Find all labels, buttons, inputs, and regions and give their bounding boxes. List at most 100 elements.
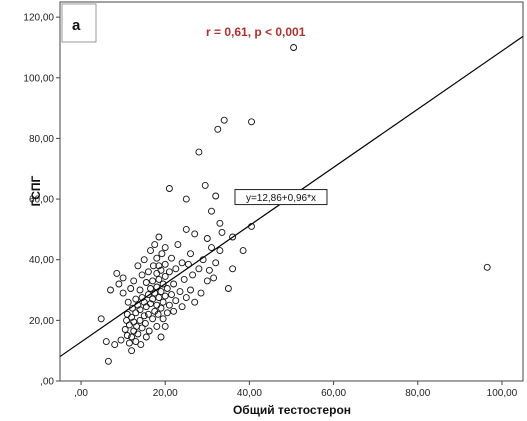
data-point bbox=[163, 309, 171, 317]
data-point bbox=[176, 288, 184, 296]
correlation-annotation: r = 0,61, p < 0,001 bbox=[206, 25, 306, 39]
data-point bbox=[97, 315, 105, 323]
data-point bbox=[147, 285, 154, 292]
data-point bbox=[189, 271, 197, 279]
x-tick-label: 40,00 bbox=[237, 388, 262, 399]
data-point bbox=[191, 230, 199, 238]
data-point bbox=[208, 207, 215, 215]
data-point bbox=[113, 269, 121, 277]
data-point bbox=[191, 298, 199, 306]
data-point bbox=[128, 347, 136, 355]
y-tick-label: 20,00 bbox=[29, 316, 54, 327]
data-point bbox=[141, 319, 149, 327]
data-point bbox=[136, 286, 144, 294]
data-point bbox=[170, 280, 178, 288]
data-point bbox=[212, 259, 220, 267]
data-point bbox=[208, 244, 215, 252]
data-point bbox=[138, 324, 146, 332]
plot-area bbox=[59, 1, 524, 382]
data-point bbox=[201, 181, 209, 189]
data-point bbox=[205, 266, 213, 274]
data-point bbox=[168, 254, 175, 262]
data-point bbox=[159, 298, 167, 306]
y-axis-title: ГСПГ bbox=[29, 175, 43, 206]
data-point bbox=[107, 286, 114, 294]
data-point bbox=[195, 265, 203, 273]
y-tick-label: ,00 bbox=[40, 377, 54, 388]
regression-equation-label: y=12,86+0,96*x bbox=[246, 193, 316, 204]
data-point bbox=[136, 306, 144, 314]
data-point bbox=[117, 336, 125, 344]
x-axis-ticks: ,00 20,00 40,00 60,00 80,00 100,00 bbox=[74, 381, 518, 399]
data-point bbox=[149, 315, 157, 323]
data-point bbox=[155, 233, 163, 241]
data-point bbox=[229, 233, 237, 241]
data-point bbox=[248, 118, 255, 126]
data-point bbox=[104, 357, 112, 365]
data-point bbox=[165, 301, 173, 309]
data-point bbox=[197, 289, 205, 297]
x-tick-label: 80,00 bbox=[405, 388, 430, 399]
data-point bbox=[125, 339, 133, 347]
data-point bbox=[132, 338, 140, 346]
data-point bbox=[149, 295, 157, 303]
data-point bbox=[134, 262, 142, 270]
data-point bbox=[216, 219, 224, 227]
data-point bbox=[123, 332, 131, 339]
data-point bbox=[144, 268, 152, 276]
data-point bbox=[165, 185, 173, 192]
data-point bbox=[115, 280, 123, 288]
data-point bbox=[214, 125, 222, 133]
y-tick-label: 100,00 bbox=[23, 73, 54, 84]
data-point bbox=[151, 241, 159, 249]
data-point bbox=[182, 225, 190, 233]
data-point bbox=[161, 244, 169, 252]
data-point bbox=[203, 277, 211, 285]
data-point bbox=[159, 315, 167, 323]
data-point bbox=[161, 292, 169, 300]
data-point bbox=[159, 280, 167, 288]
data-point bbox=[239, 247, 247, 255]
data-point bbox=[157, 266, 165, 274]
data-point bbox=[178, 303, 186, 311]
data-point bbox=[178, 259, 186, 267]
regression-equation-box bbox=[234, 189, 328, 206]
data-point bbox=[140, 298, 148, 306]
y-tick-label: 60,00 bbox=[29, 195, 54, 206]
data-point bbox=[144, 310, 152, 318]
data-point bbox=[203, 235, 211, 242]
data-point bbox=[124, 298, 132, 306]
data-point bbox=[157, 304, 165, 312]
data-point bbox=[128, 333, 136, 341]
data-point bbox=[172, 265, 180, 273]
data-point bbox=[483, 263, 491, 271]
data-point bbox=[142, 333, 150, 341]
data-point bbox=[132, 295, 140, 303]
data-point bbox=[137, 341, 145, 349]
data-point bbox=[128, 313, 136, 321]
data-point bbox=[155, 294, 163, 302]
data-point bbox=[147, 300, 154, 308]
data-point bbox=[172, 297, 180, 305]
data-point bbox=[168, 291, 175, 299]
data-point bbox=[174, 241, 182, 249]
data-point bbox=[136, 316, 144, 324]
data-point bbox=[155, 262, 163, 270]
panel-label: а bbox=[72, 17, 81, 34]
data-point bbox=[210, 274, 218, 282]
data-point bbox=[145, 327, 153, 335]
data-point bbox=[119, 274, 127, 282]
data-point bbox=[218, 228, 226, 236]
data-point bbox=[161, 322, 169, 330]
y-tick-label: 80,00 bbox=[29, 134, 54, 145]
data-point bbox=[149, 277, 157, 285]
data-point bbox=[182, 195, 190, 203]
data-point bbox=[229, 265, 237, 273]
data-point bbox=[111, 341, 119, 349]
data-point bbox=[147, 247, 154, 255]
y-tick-label: 120,00 bbox=[23, 13, 54, 24]
data-point bbox=[144, 291, 152, 299]
data-point bbox=[153, 254, 161, 262]
data-point bbox=[158, 250, 166, 258]
